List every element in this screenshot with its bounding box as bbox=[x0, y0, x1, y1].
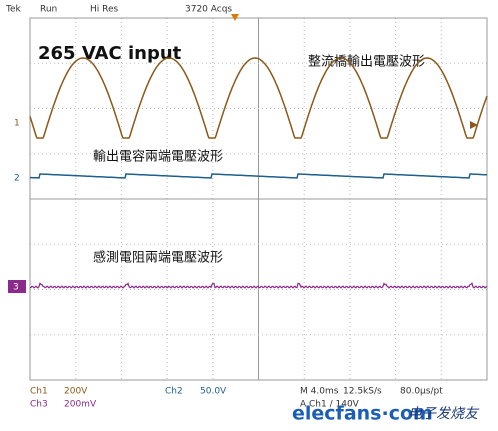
trigger-level-marker bbox=[470, 121, 478, 129]
status-mode: Hi Res bbox=[90, 5, 119, 15]
resistor-label: 感測電阻兩端電壓波形 bbox=[93, 250, 223, 266]
status-brand: Tek bbox=[5, 5, 22, 15]
watermark-site: elecfans·com bbox=[292, 403, 433, 425]
ch1-scale: 200V bbox=[64, 387, 88, 397]
sample-rate: 12.5kS/s bbox=[343, 387, 382, 397]
timebase: M 4.0ms bbox=[300, 387, 339, 397]
rectifier-label: 整流橋輸出電壓波形 bbox=[308, 55, 425, 70]
ch2-trace bbox=[29, 173, 488, 179]
trigger-position-marker bbox=[231, 14, 239, 21]
trigger-setting: A Ch1 / 140V bbox=[300, 400, 360, 410]
ch3-marker-box bbox=[8, 280, 26, 293]
input-label: 265 VAC input bbox=[38, 43, 182, 64]
resolution: 80.0µs/pt bbox=[400, 387, 443, 397]
status-acquisitions: 3720 Acqs bbox=[185, 5, 232, 15]
status-state: Run bbox=[40, 5, 57, 15]
ch2-label: Ch2 bbox=[165, 387, 183, 397]
ch1-label: Ch1 bbox=[30, 387, 48, 397]
graticule bbox=[30, 18, 487, 380]
waveforms bbox=[29, 57, 488, 289]
ch3-trace bbox=[30, 281, 488, 289]
ch1-trace bbox=[29, 57, 488, 139]
ch3-scale: 200mV bbox=[64, 400, 97, 410]
watermark-name: 电子发烧友 bbox=[408, 406, 480, 422]
ch3-marker: 3 bbox=[13, 283, 19, 293]
ch2-scale: 50.0V bbox=[200, 387, 227, 397]
capacitor-label: 輸出電容兩端電壓波形 bbox=[93, 149, 223, 165]
ch3-label: Ch3 bbox=[30, 400, 48, 410]
ch1-marker: 1 bbox=[14, 119, 20, 129]
graticule-border bbox=[29, 17, 488, 381]
ch2-marker: 2 bbox=[14, 174, 20, 184]
